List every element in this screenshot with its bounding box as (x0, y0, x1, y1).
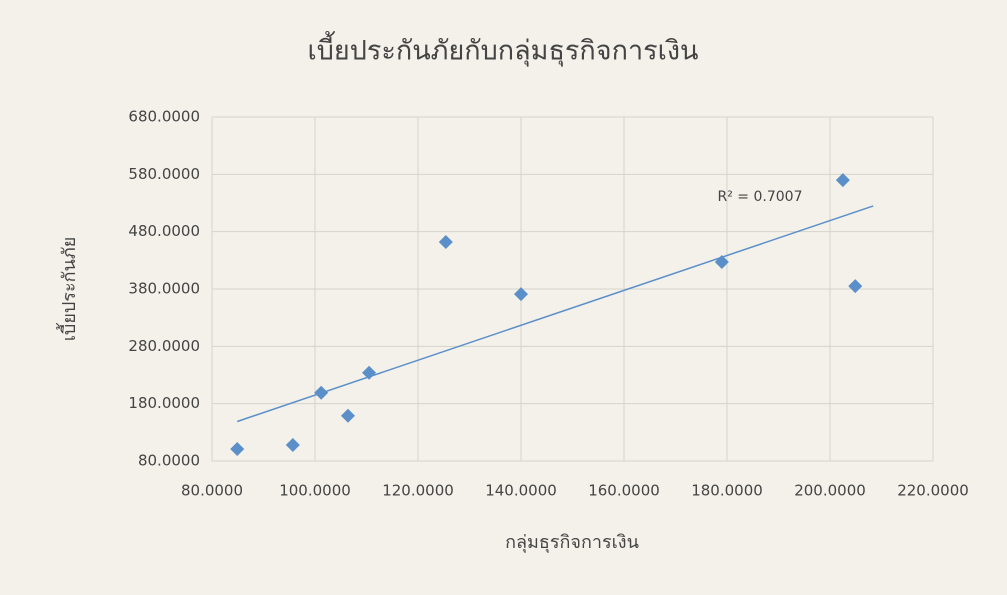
y-tick-label: 580.0000 (128, 165, 200, 183)
x-tick-label: 200.0000 (794, 482, 866, 500)
annotation: R² = 0.7007 (718, 189, 803, 205)
y-tick-label: 180.0000 (128, 394, 200, 412)
x-tick-label: 180.0000 (691, 482, 763, 500)
point (230, 441, 245, 456)
y-tick-label: 280.0000 (128, 337, 200, 355)
x-axis-label: กลุ่มธุรกิจการเงิน (505, 532, 639, 553)
x-tick-label: 140.0000 (485, 482, 557, 500)
point (362, 365, 377, 380)
y-tick-label: 380.0000 (128, 280, 200, 298)
y-axis-label: เบี้ยประกันภัย (56, 237, 80, 342)
x-tick-label: 220.0000 (897, 482, 969, 500)
x-tick-label: 100.0000 (279, 482, 351, 500)
y-tick-label: 80.0000 (138, 452, 200, 470)
x-tick-label: 80.0000 (181, 482, 243, 500)
point (340, 408, 355, 423)
y-tick-label: 680.0000 (128, 108, 200, 126)
chart-title: เบี้ยประกันภัยกับกลุ่มธุรกิจการเงิน (308, 31, 699, 68)
x-tick-label: 160.0000 (588, 482, 660, 500)
point (438, 234, 453, 249)
point (848, 279, 863, 294)
point (314, 385, 329, 400)
x-tick-label: 120.0000 (382, 482, 454, 500)
point (514, 287, 528, 302)
point (714, 255, 729, 270)
trendline (236, 205, 874, 423)
point (835, 173, 850, 188)
y-tick-label: 480.0000 (128, 222, 200, 240)
point (285, 437, 300, 452)
